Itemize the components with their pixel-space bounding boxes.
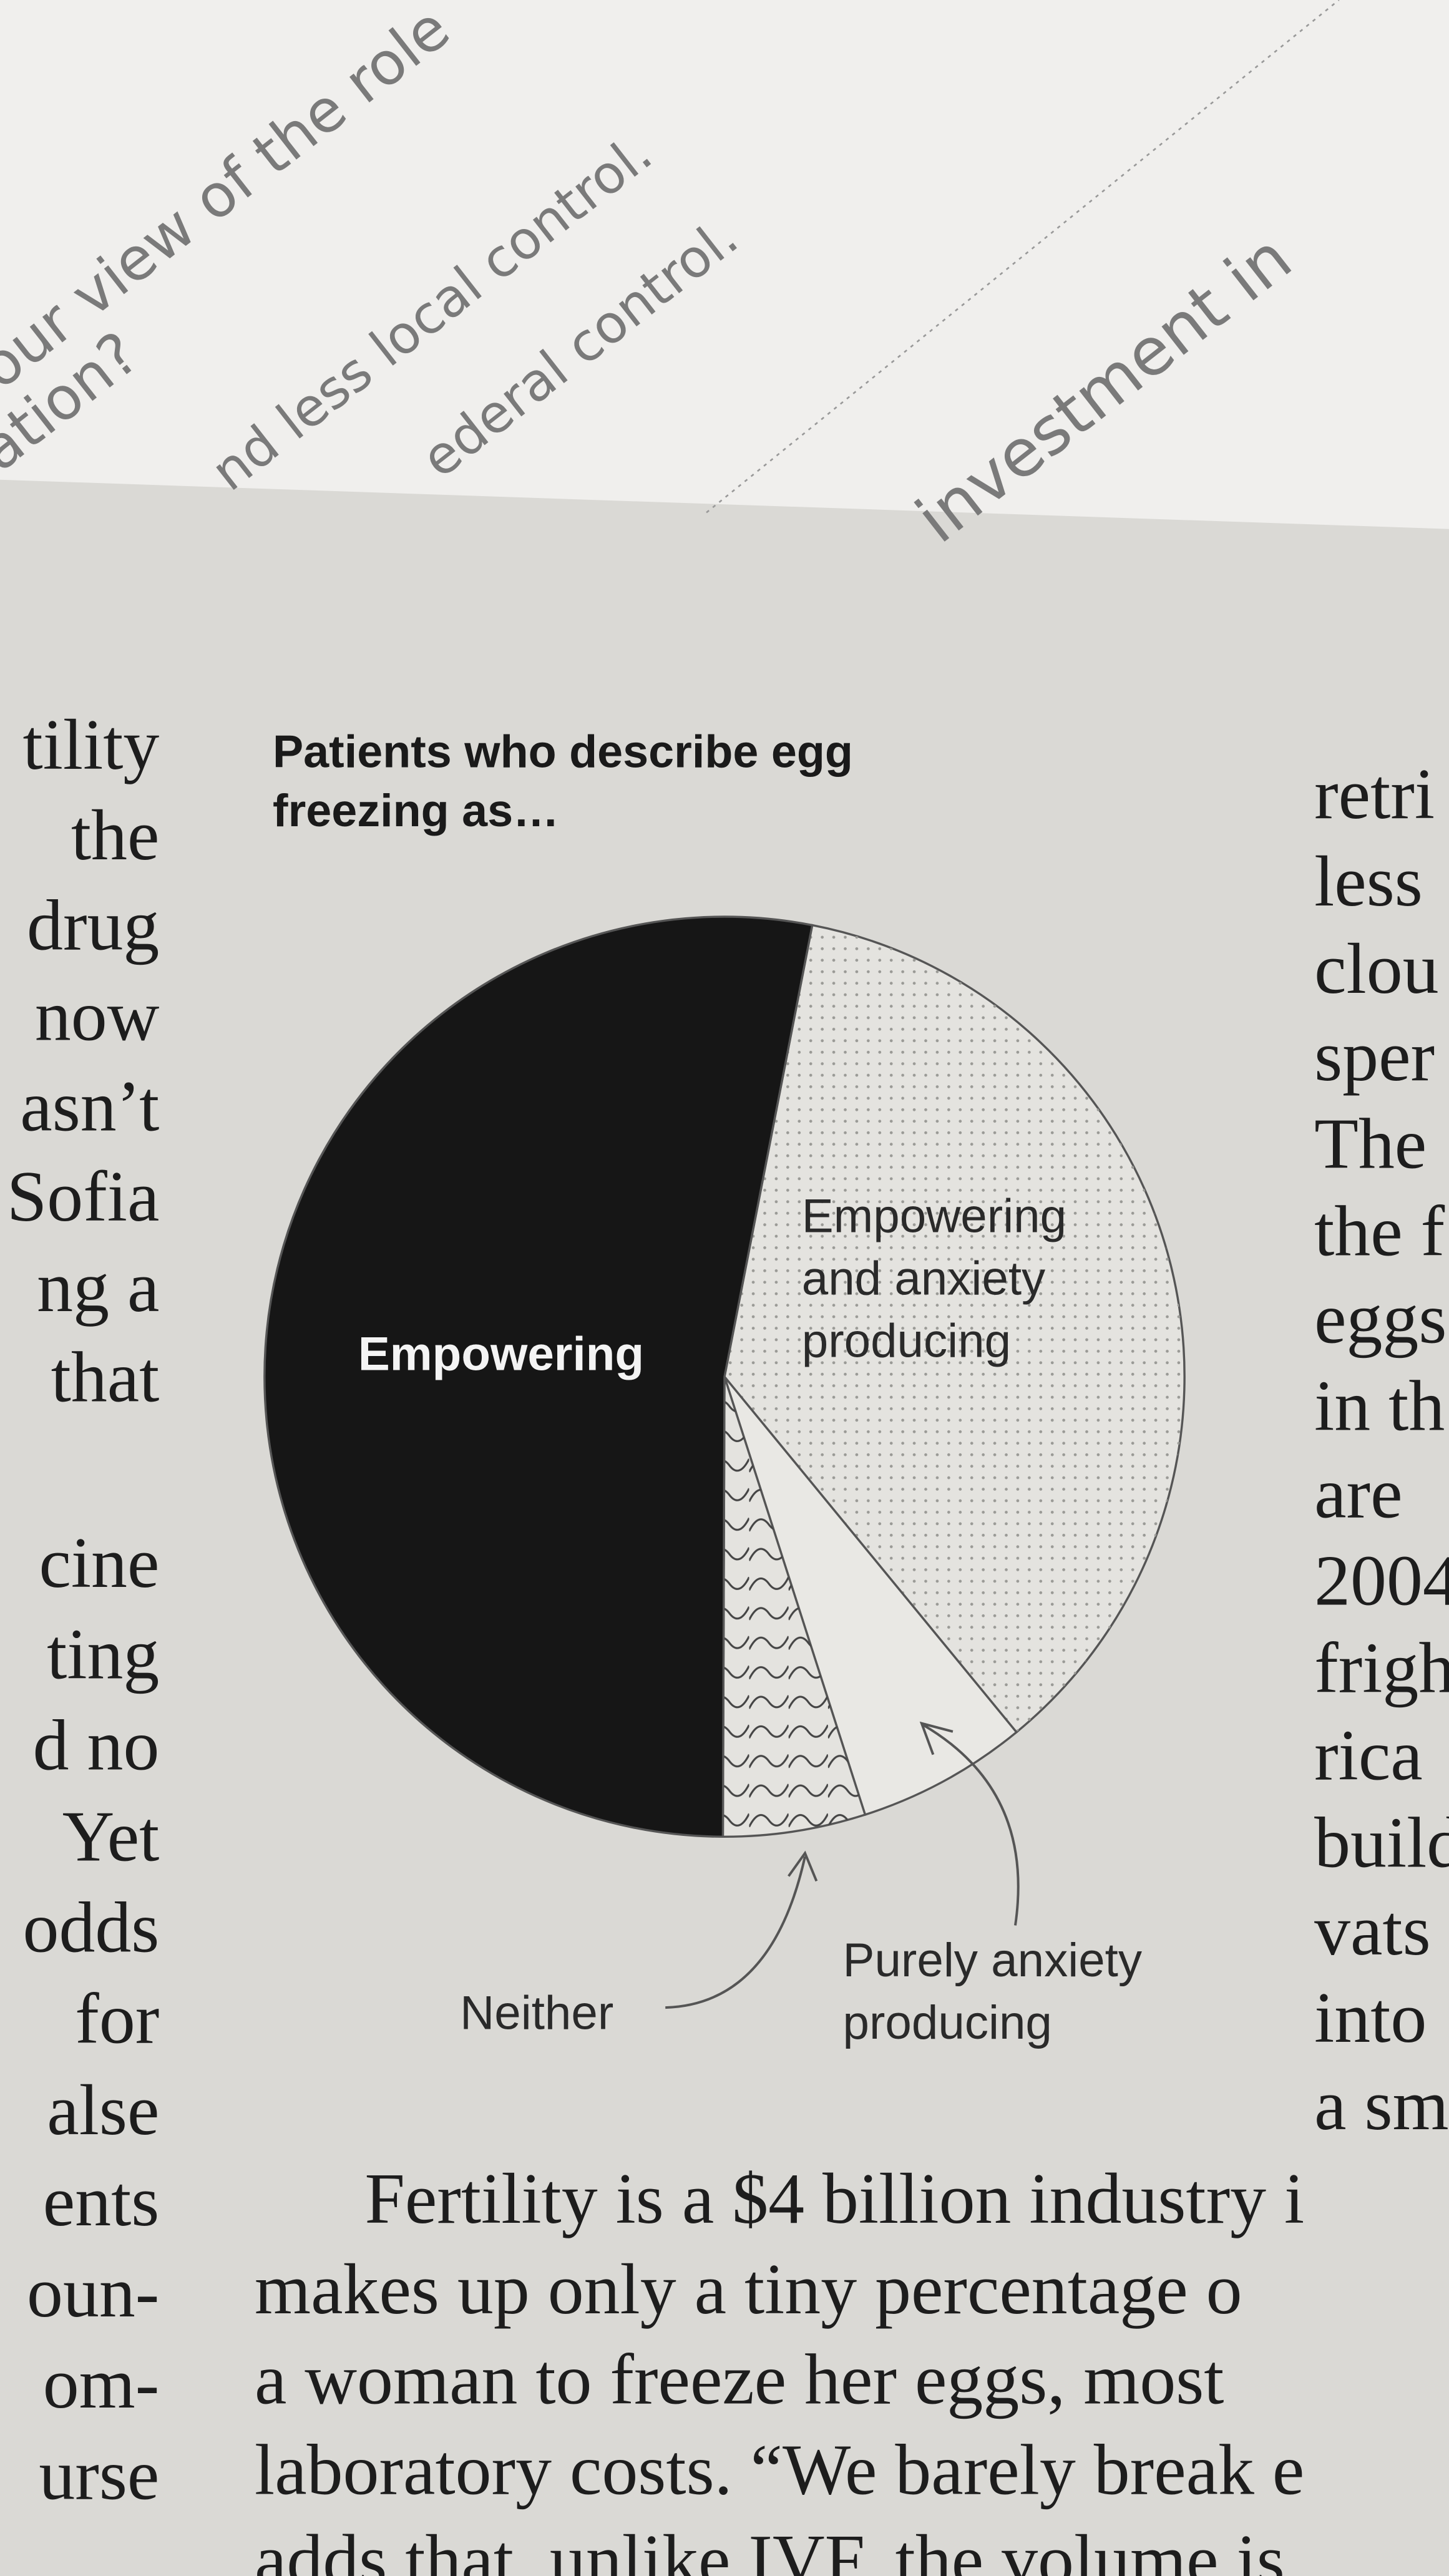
column-text: build — [1314, 1803, 1449, 1883]
body-text: a woman to freeze her eggs, most — [255, 2340, 1224, 2420]
column-text: asn’t — [20, 1066, 159, 1146]
slice-label: Purely anxiety producing — [842, 1935, 1143, 2051]
column-text: rica — [1314, 1716, 1423, 1796]
label-box: Neither — [460, 1988, 614, 2041]
slice-label: Empowering and anxiety producing — [801, 1191, 1067, 1368]
pie-slice — [723, 1376, 1018, 1817]
column-text: 2004 — [1314, 1541, 1449, 1621]
column-text: for — [75, 1979, 159, 2059]
slice-pattern — [723, 1377, 866, 1837]
column-text: cine — [39, 1523, 159, 1603]
column-text: that — [51, 1338, 160, 1418]
column-text: d no — [33, 1705, 160, 1785]
column-text: om- — [43, 2344, 160, 2424]
column-text: now — [35, 976, 160, 1056]
title-box: Patients who describe egg freezing as… — [273, 726, 853, 837]
slice-label: Empowering — [358, 1329, 644, 1382]
column-text: are — [1314, 1454, 1402, 1534]
column-text: vats — [1314, 1891, 1431, 1971]
paper-sheet — [0, 0, 1449, 529]
body-text: adds that, unlike IVF, the volume is — [255, 2520, 1285, 2576]
column-text: clou — [1314, 929, 1438, 1009]
column-text: a sm — [1314, 2066, 1449, 2145]
column-text: ting — [47, 1614, 159, 1694]
body-text: laboratory costs. “We barely break e — [255, 2430, 1304, 2510]
slice-pattern — [724, 925, 1185, 1732]
column-text: the — [71, 796, 160, 876]
slice-label: Neither — [460, 1988, 614, 2041]
column-text: in th — [1314, 1366, 1445, 1446]
column-text: The — [1314, 1104, 1427, 1184]
label-box: Empowering and anxiety producing — [801, 1191, 1067, 1368]
column-text: ents — [43, 2162, 160, 2242]
body-text: makes up only a tiny percentage o — [255, 2250, 1242, 2330]
column-text: oun- — [27, 2253, 159, 2333]
arrow — [665, 1850, 818, 2009]
column-text: less — [1314, 842, 1423, 922]
label-box: Purely anxiety producing — [842, 1935, 1143, 2051]
column-text: urse — [39, 2435, 159, 2515]
column-text: odds — [23, 1888, 160, 1968]
arrow — [919, 1721, 1020, 1926]
column-text: drug — [27, 886, 159, 966]
label-box: Empowering — [358, 1329, 644, 1382]
column-text: into — [1314, 1978, 1427, 2058]
column-text: tility — [23, 705, 160, 785]
column-text: alse — [47, 2071, 159, 2150]
column-text: eggs — [1314, 1279, 1447, 1359]
column-text: the f — [1314, 1191, 1445, 1271]
column-text: ng a — [37, 1247, 159, 1327]
chart-title: Patients who describe egg freezing as… — [273, 726, 853, 837]
column-text: Sofia — [7, 1157, 160, 1237]
column-text: Yet — [62, 1797, 160, 1876]
body-text: Fertility is a $4 billion industry i — [364, 2159, 1304, 2239]
column-text: retri — [1314, 754, 1435, 834]
column-text: frigh — [1314, 1629, 1449, 1709]
pie-slice — [263, 915, 814, 1838]
column-text: sper — [1314, 1017, 1435, 1096]
